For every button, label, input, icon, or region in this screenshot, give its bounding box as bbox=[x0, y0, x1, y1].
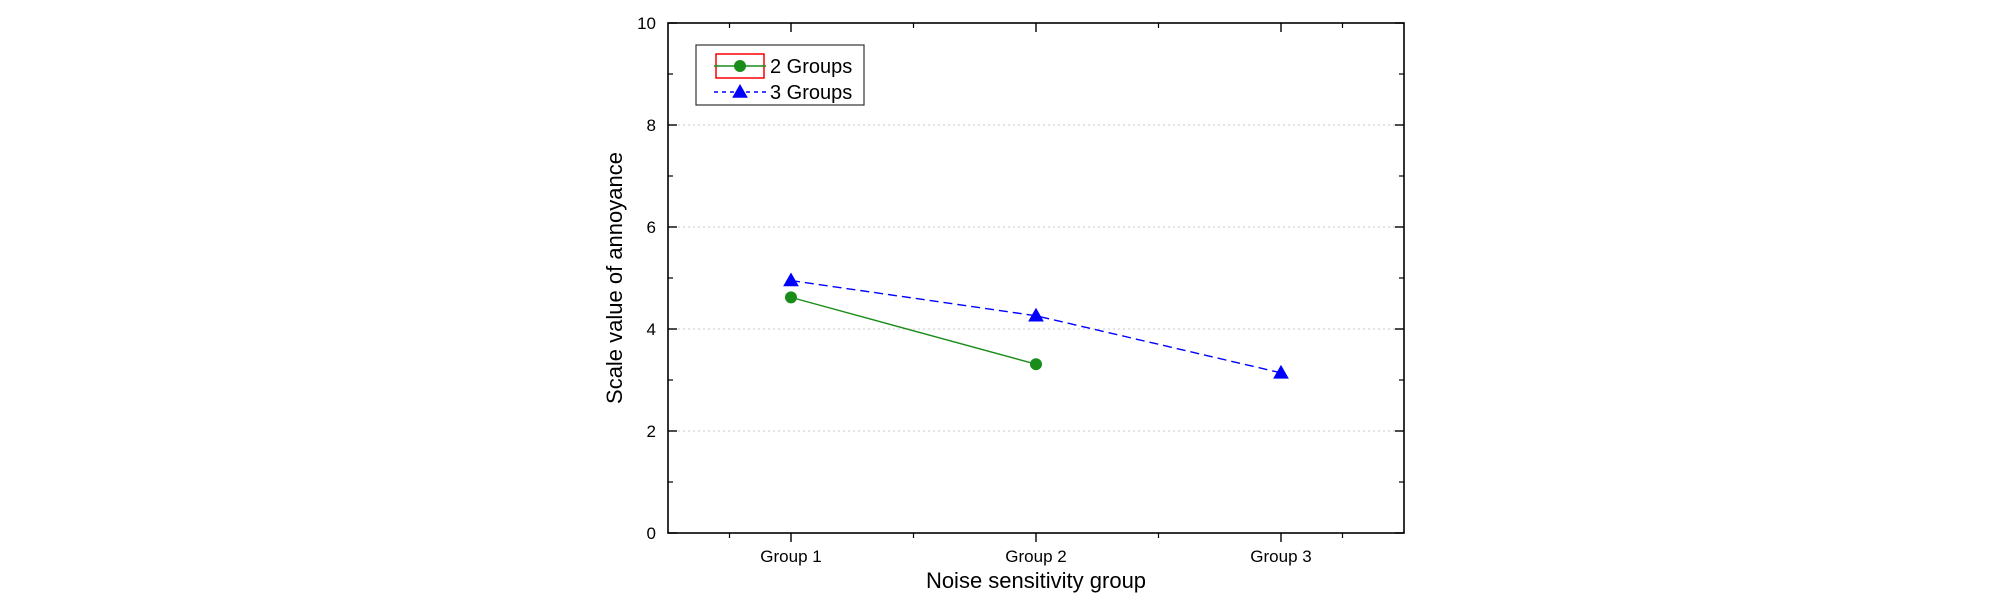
y-axis-title: Scale value of annoyance bbox=[602, 152, 627, 404]
series-line-2-groups bbox=[790, 296, 1037, 365]
y-tick-label: 10 bbox=[637, 14, 656, 33]
axis-layer: 0 2 4 6 8 10 Group 1 Group 2 Group 3 bbox=[637, 14, 1404, 566]
y-tick-label: 8 bbox=[647, 116, 656, 135]
x-axis-title: Noise sensitivity group bbox=[926, 568, 1146, 593]
legend-swatch-marker-2-groups bbox=[734, 60, 746, 72]
legend-label-2-groups: 2 Groups bbox=[770, 56, 852, 78]
data-point-2-groups bbox=[785, 291, 797, 304]
legend: 2 Groups 3 Groups bbox=[695, 44, 865, 106]
x-tick-label: Group 1 bbox=[760, 547, 821, 566]
grid-layer bbox=[668, 124, 1404, 432]
y-tick-label: 4 bbox=[647, 320, 656, 339]
x-tick-label: Group 2 bbox=[1005, 547, 1066, 566]
data-point-3-groups bbox=[1028, 307, 1044, 322]
y-tick-label: 0 bbox=[647, 524, 656, 543]
y-tick-label: 6 bbox=[647, 218, 656, 237]
data-point-3-groups bbox=[783, 272, 799, 287]
y-tick-label: 2 bbox=[647, 422, 656, 441]
data-point-3-groups bbox=[1273, 364, 1289, 379]
legend-swatch-marker-3-groups bbox=[732, 83, 748, 98]
data-point-2-groups bbox=[1030, 358, 1042, 371]
series-layer bbox=[783, 272, 1289, 379]
legend-label-3-groups: 3 Groups bbox=[770, 82, 852, 104]
x-tick-label: Group 3 bbox=[1250, 547, 1311, 566]
legend-frame bbox=[695, 44, 865, 106]
